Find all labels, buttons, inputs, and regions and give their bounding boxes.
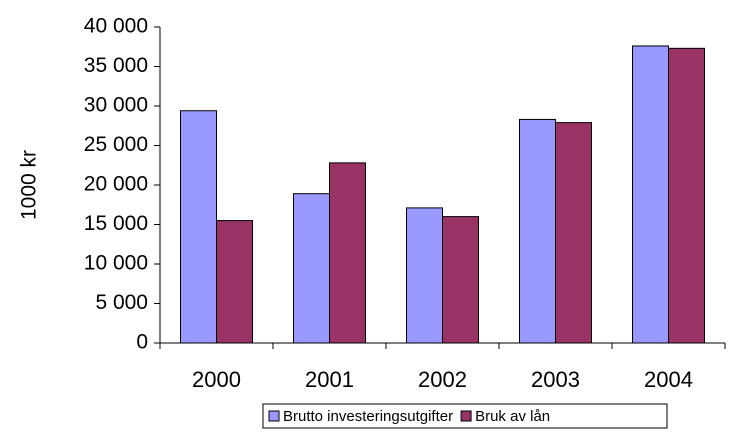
bar <box>519 118 556 344</box>
y-tick-label: 20 000 <box>84 173 148 196</box>
legend-swatch <box>460 410 472 422</box>
bar <box>555 122 592 344</box>
x-tick-label: 2004 <box>644 367 693 392</box>
bar <box>632 45 669 344</box>
y-tick-label: 40 000 <box>84 15 148 38</box>
y-tick-label: 35 000 <box>84 54 148 77</box>
y-tick-label: 25 000 <box>84 133 148 156</box>
x-tick-label: 2000 <box>192 367 241 392</box>
bar <box>216 220 253 344</box>
bar <box>442 216 479 344</box>
bar <box>293 193 330 344</box>
y-tick-label: 0 <box>136 331 148 354</box>
bar <box>180 110 217 344</box>
bar <box>329 162 366 344</box>
legend-label: Brutto investeringsutgifter <box>283 408 453 425</box>
y-tick-label: 15 000 <box>84 212 148 235</box>
y-tick-label: 10 000 <box>84 252 148 275</box>
legend-swatch <box>268 410 280 422</box>
y-tick-label: 30 000 <box>84 94 148 117</box>
legend-label: Bruk av lån <box>475 408 550 425</box>
y-axis-label: 1000 kr <box>18 150 41 220</box>
x-tick-label: 2002 <box>418 367 467 392</box>
x-tick-label: 2001 <box>305 367 354 392</box>
bar <box>406 207 443 344</box>
bar <box>668 47 705 344</box>
x-tick-label: 2003 <box>531 367 580 392</box>
y-tick-label: 5 000 <box>95 291 148 314</box>
